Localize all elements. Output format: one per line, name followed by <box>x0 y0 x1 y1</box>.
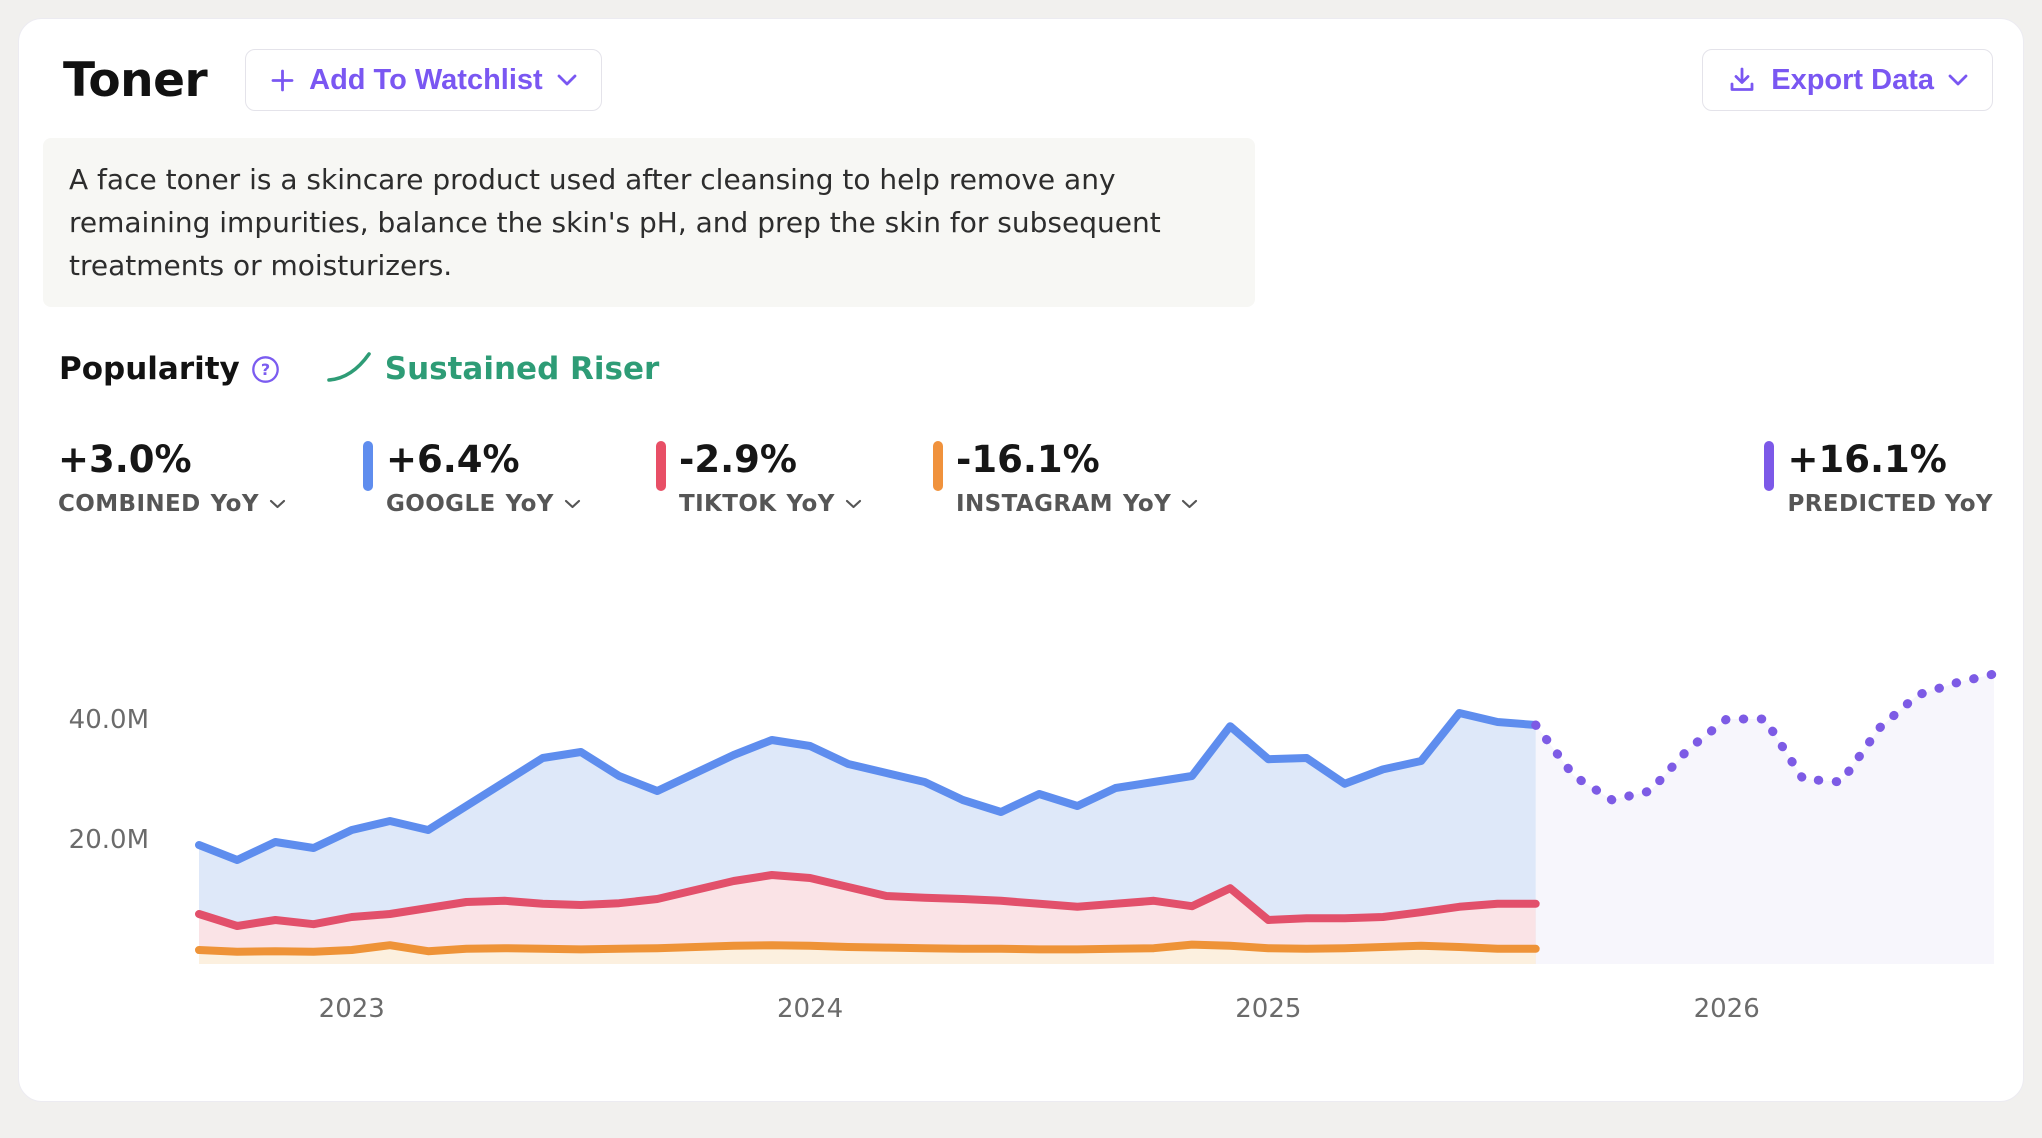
stat-tiktok-period: YoY <box>786 490 835 517</box>
stat-tiktok-value: -2.9% <box>679 438 797 481</box>
export-data-button[interactable]: Export Data <box>1702 49 1993 111</box>
chevron-down-icon <box>1181 494 1198 513</box>
stat-combined: +3.0% COMBINED YoY <box>58 438 363 517</box>
stat-google-label: GOOGLE <box>386 490 496 517</box>
predicted-dotted-line <box>1531 669 1999 805</box>
x-axis-tick-label: 2023 <box>319 994 385 1024</box>
tiktok-area-fill <box>199 875 1536 964</box>
download-icon <box>1727 65 1757 95</box>
tiktok-color-bar <box>656 441 666 491</box>
trend-status-badge: Sustained Riser <box>326 351 660 387</box>
stat-combined-dropdown[interactable]: COMBINED YoY <box>58 491 286 517</box>
chevron-down-icon <box>564 494 581 513</box>
trend-description: A face toner is a skincare product used … <box>43 138 1255 307</box>
stat-predicted: +16.1% PREDICTED YoY <box>1764 438 1993 517</box>
y-axis-tick-label: 20.0M <box>69 825 149 855</box>
stat-tiktok: -2.9% TIKTOK YoY <box>656 438 933 517</box>
x-axis-tick-label: 2026 <box>1694 994 1760 1024</box>
help-icon[interactable]: ? <box>251 355 280 384</box>
chevron-down-icon <box>1948 74 1968 86</box>
instagram-color-bar <box>933 441 943 491</box>
stat-instagram-period: YoY <box>1122 490 1172 517</box>
stat-google-value: +6.4% <box>386 438 520 481</box>
x-axis-tick-label: 2024 <box>777 994 843 1024</box>
stat-combined-label: COMBINED <box>58 490 201 517</box>
chevron-down-icon <box>269 494 286 513</box>
trend-card: Toner Add To Watchlist Export D <box>18 18 2024 1102</box>
chevron-down-icon <box>557 74 577 86</box>
instagram-area-fill <box>199 944 1536 964</box>
stat-predicted-label-row: PREDICTED YoY <box>1787 491 1993 517</box>
svg-text:?: ? <box>261 360 270 379</box>
stat-instagram: -16.1% INSTAGRAM YoY <box>933 438 1198 517</box>
stat-predicted-value: +16.1% <box>1787 438 1947 481</box>
stats-row: +3.0% COMBINED YoY +6.4% GOOGLE YoY <box>58 438 1993 517</box>
stat-combined-value: +3.0% <box>58 438 192 481</box>
predicted-region-fill <box>1535 674 1994 964</box>
export-data-label: Export Data <box>1771 63 1934 96</box>
stat-google-period: YoY <box>505 490 554 517</box>
instagram-line <box>195 940 1540 956</box>
stat-combined-period: YoY <box>210 490 259 517</box>
tiktok-line <box>195 871 1540 930</box>
stat-predicted-label: PREDICTED YoY <box>1787 490 1993 517</box>
stat-instagram-value: -16.1% <box>956 438 1100 481</box>
stat-google: +6.4% GOOGLE YoY <box>363 438 656 517</box>
google-area-fill <box>199 713 1536 964</box>
header: Toner Add To Watchlist Export D <box>19 19 2023 111</box>
plus-icon <box>270 68 295 93</box>
popularity-title: Popularity <box>59 351 240 387</box>
predicted-color-bar <box>1764 441 1775 491</box>
x-axis-tick-label: 2025 <box>1235 994 1301 1024</box>
stat-tiktok-dropdown[interactable]: TIKTOK YoY <box>679 491 862 517</box>
google-color-bar <box>363 441 373 491</box>
add-to-watchlist-label: Add To Watchlist <box>309 63 543 96</box>
chevron-down-icon <box>845 494 862 513</box>
page-title: Toner <box>63 52 208 108</box>
trend-status-label: Sustained Riser <box>384 351 660 387</box>
google-line <box>195 709 1540 864</box>
y-axis-tick-label: 40.0M <box>69 705 149 735</box>
add-to-watchlist-button[interactable]: Add To Watchlist <box>245 49 602 111</box>
popularity-header: Popularity ? Sustained Riser <box>59 351 1983 387</box>
stat-google-dropdown[interactable]: GOOGLE YoY <box>386 491 581 517</box>
stat-instagram-dropdown[interactable]: INSTAGRAM YoY <box>956 491 1198 517</box>
rising-curve-icon <box>326 351 372 387</box>
stat-tiktok-label: TIKTOK <box>679 490 777 517</box>
stat-instagram-label: INSTAGRAM <box>956 490 1113 517</box>
